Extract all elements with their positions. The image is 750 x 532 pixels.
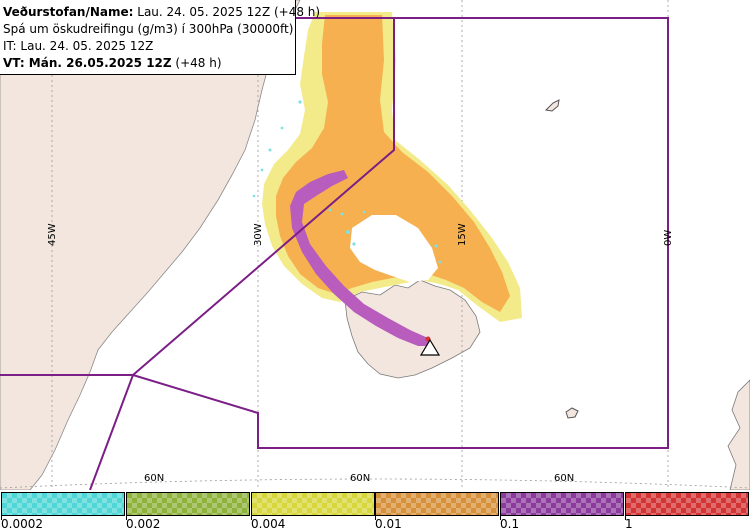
lon-label-0w: 0W <box>663 230 674 246</box>
ash-cyan-specks <box>252 100 442 264</box>
greenland-land <box>0 0 301 490</box>
legend-label-1: 0.002 <box>126 517 161 531</box>
forecast-description: Spá um öskudreifingu (g/m3) í 300hPa (30… <box>3 22 294 36</box>
concentration-legend: 0.0002 0.002 0.004 0.01 0.1 1 <box>0 490 750 532</box>
lat-label-60n-3: 60N <box>554 473 574 484</box>
legend-label-0: 0.0002 <box>1 517 43 531</box>
source-label: Veðurstofan/Name: <box>3 5 134 19</box>
legend-label-2: 0.004 <box>251 517 286 531</box>
ash-clear-area <box>350 215 438 282</box>
legend-swatch-purple <box>500 492 624 516</box>
ash-orange-band <box>276 15 510 312</box>
forecast-info-box: Veðurstofan/Name: Lau. 24. 05. 2025 12Z … <box>0 0 320 75</box>
valid-time-label: VT: Mán. 26.05.2025 12Z <box>3 56 172 70</box>
lon-label-30w: 30W <box>253 223 264 246</box>
lat-label-60n-1: 60N <box>144 473 164 484</box>
lon-label-15w: 15W <box>457 223 468 246</box>
airspace-boundary <box>0 17 669 490</box>
ash-purple-plume <box>290 170 434 346</box>
faroe-islands <box>565 407 579 419</box>
legend-swatch-cyan <box>1 492 125 516</box>
jan-mayen-island <box>544 99 560 112</box>
initial-time: IT: Lau. 24. 05. 2025 12Z <box>3 39 154 53</box>
ash-dispersion-map: 45W 30W 15W 0W 60N 60N 60N <box>0 0 750 490</box>
lat-label-60n-2: 60N <box>350 473 370 484</box>
forecast-source-line: Veðurstofan/Name: Lau. 24. 05. 2025 12Z … <box>3 4 320 21</box>
legend-swatch-olive <box>126 492 250 516</box>
legend-label-3: 0.01 <box>375 517 402 531</box>
source-value: Lau. 24. 05. 2025 12Z (+48 h) <box>133 5 321 19</box>
valid-time-line: VT: Mán. 26.05.2025 12Z (+48 h) <box>3 55 295 72</box>
warning-triangle-icon <box>419 336 441 356</box>
legend-swatch-yellow <box>251 492 375 516</box>
iceland-land <box>344 279 481 379</box>
legend-label-5: 1 <box>625 517 633 531</box>
legend-swatch-orange <box>375 492 499 516</box>
norway-coast <box>727 379 750 490</box>
lon-label-45w: 45W <box>47 223 58 246</box>
legend-label-4: 0.1 <box>500 517 520 531</box>
valid-time-offset: (+48 h) <box>171 56 222 70</box>
legend-swatch-red <box>625 492 749 516</box>
